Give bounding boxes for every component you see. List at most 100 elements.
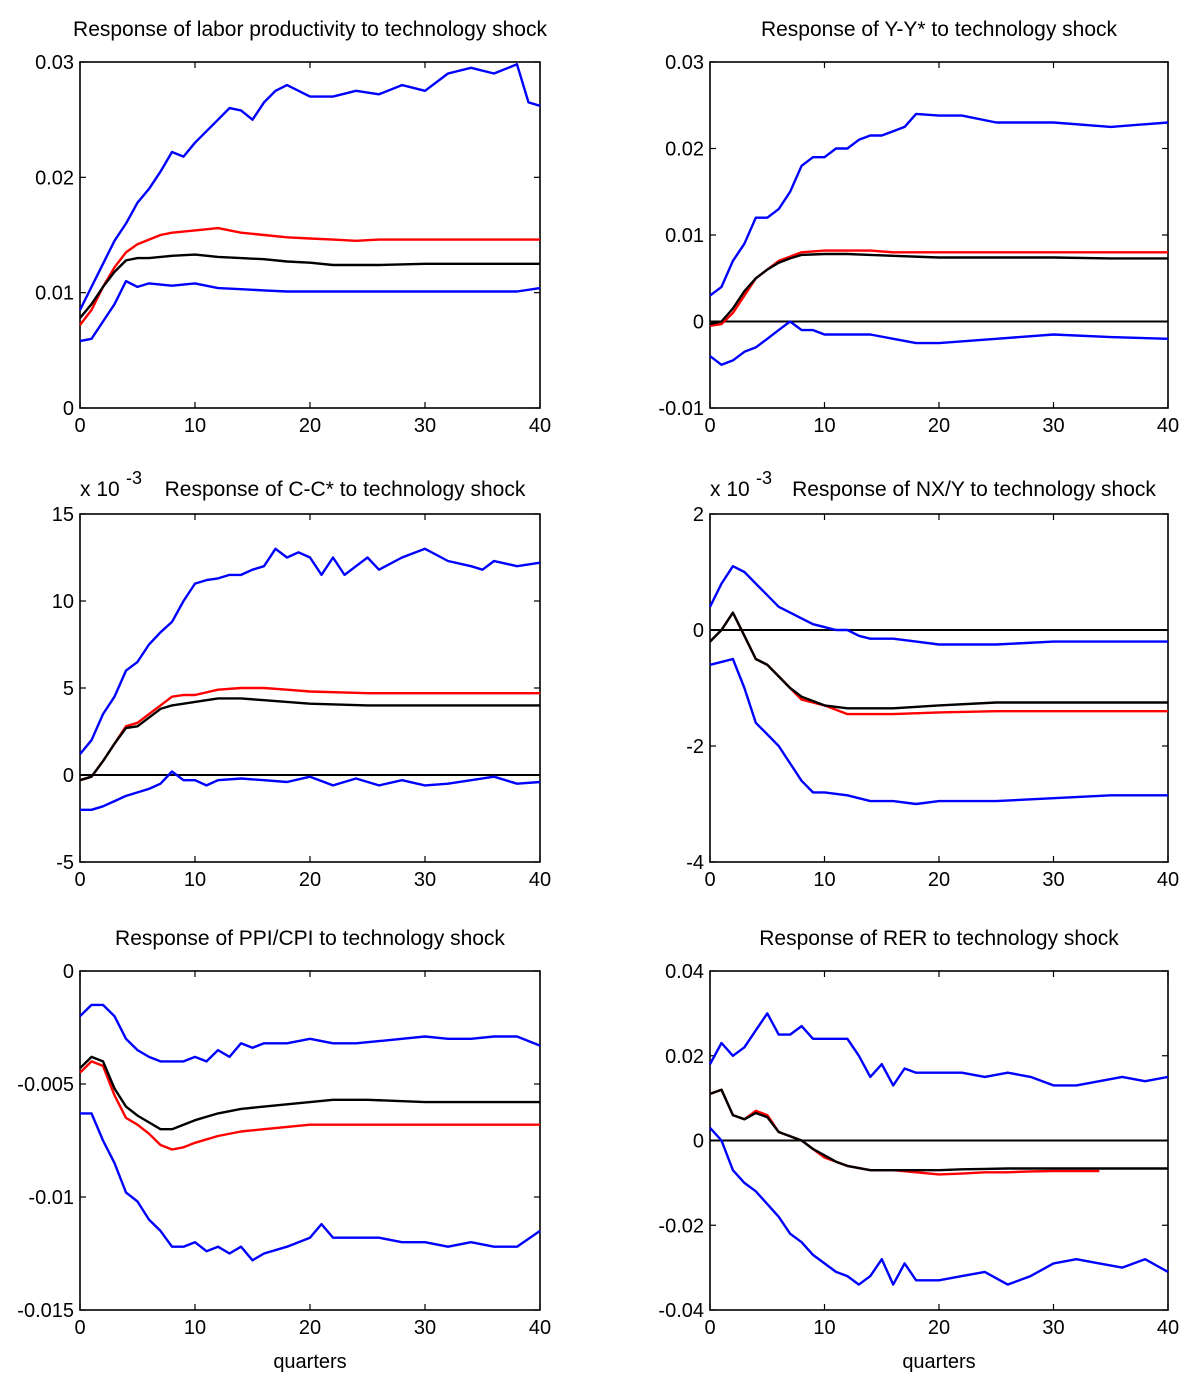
chart-title: Response of NX/Y to technology shock xyxy=(792,478,1156,501)
x-axis-label: quarters xyxy=(902,1351,975,1373)
series-line-1 xyxy=(79,1003,541,1063)
y-tick-label: 0.01 xyxy=(665,225,704,247)
y-tick-label: 0 xyxy=(693,1131,704,1153)
series-line-1 xyxy=(709,112,1169,297)
y-tick-label: 0 xyxy=(693,620,704,642)
x-tick-label: 40 xyxy=(529,869,551,891)
series-line-4 xyxy=(709,252,1168,326)
x-tick-label: 30 xyxy=(1042,1317,1064,1339)
series-line-4 xyxy=(79,253,540,319)
y-tick-label: 0.03 xyxy=(665,52,704,74)
series-line-2 xyxy=(79,279,541,343)
x-tick-label: 20 xyxy=(928,869,950,891)
plot-frame xyxy=(709,61,1169,409)
plot-frame xyxy=(79,61,541,409)
series-line-2 xyxy=(709,1126,1169,1286)
y-tick-label: 15 xyxy=(52,504,74,526)
x-tick-label: 30 xyxy=(1042,415,1064,437)
y-tick-label: -0.01 xyxy=(658,398,704,420)
plot-frame xyxy=(709,513,1169,863)
x-tick-label: 40 xyxy=(1157,415,1179,437)
y-tick-label: 0.04 xyxy=(665,961,704,983)
chart-panel-1: 0 10 20 30 40 0 0.01 0.02 0.03 Response of labor … xyxy=(35,18,551,437)
x-tick-label: 20 xyxy=(928,415,950,437)
series-line-4 xyxy=(79,697,540,782)
plot-frame xyxy=(79,970,541,1311)
x-tick-label: 0 xyxy=(74,415,85,437)
chart-panel-4: 0 10 20 30 40 -4 -2 0 2 x 10 -3 Response of NX/Y to… xyxy=(686,468,1179,891)
x-tick-label: 10 xyxy=(813,869,835,891)
y-tick-label: 0 xyxy=(693,312,704,334)
axis-exponent-power: -3 xyxy=(126,468,142,488)
series-line-3 xyxy=(79,226,540,326)
series-line-2 xyxy=(80,770,541,811)
series-line-1 xyxy=(708,565,1168,646)
series-line-4 xyxy=(709,1088,1168,1172)
x-tick-label: 10 xyxy=(184,1317,206,1339)
chart-title: Response of PPI/CPI to technology shock xyxy=(115,927,505,950)
x-tick-label: 0 xyxy=(74,869,85,891)
y-tick-label: 0.01 xyxy=(35,283,74,305)
y-tick-label: -0.04 xyxy=(658,1300,704,1322)
chart-panel-6: 0 10 20 30 40 -0.04 -0.02 0 0.02 0.04 Response of … xyxy=(658,927,1179,1373)
y-tick-label: -0.005 xyxy=(17,1074,74,1096)
x-axis-label: quarters xyxy=(273,1351,346,1373)
x-tick-label: 40 xyxy=(1157,1317,1179,1339)
x-tick-label: 10 xyxy=(184,415,206,437)
series-line-2 xyxy=(80,1112,541,1262)
x-tick-label: 30 xyxy=(414,415,436,437)
y-tick-label: 2 xyxy=(693,504,704,526)
chart-title: Response of labor productivity to techno… xyxy=(73,18,547,41)
series-line-2 xyxy=(709,320,1169,366)
y-tick-label: -0.015 xyxy=(17,1300,74,1322)
x-tick-label: 20 xyxy=(299,1317,321,1339)
y-tick-label: 0 xyxy=(63,398,74,420)
y-tick-label: 0.02 xyxy=(665,1046,704,1068)
x-tick-label: 30 xyxy=(414,1317,436,1339)
chart-panel-5: 0 10 20 30 40 -0.015 -0.01 -0.005 0 Response of P… xyxy=(17,927,551,1373)
x-tick-label: 10 xyxy=(813,1317,835,1339)
series-line-2 xyxy=(709,657,1168,806)
axis-exponent: x 10 xyxy=(710,478,750,501)
y-tick-label: -4 xyxy=(686,852,704,874)
axis-exponent-power: -3 xyxy=(756,468,772,488)
y-tick-label: -0.02 xyxy=(658,1215,704,1237)
y-tick-label: -5 xyxy=(56,852,74,874)
series-line-1 xyxy=(708,1012,1169,1087)
x-tick-label: 20 xyxy=(299,415,321,437)
x-tick-label: 0 xyxy=(704,415,715,437)
x-tick-label: 40 xyxy=(529,1317,551,1339)
x-tick-label: 40 xyxy=(1157,869,1179,891)
series-line-3 xyxy=(709,249,1168,327)
chart-title: Response of RER to technology shock xyxy=(759,927,1119,950)
x-tick-label: 10 xyxy=(184,869,206,891)
series-line-1 xyxy=(79,547,541,755)
x-tick-label: 20 xyxy=(928,1317,950,1339)
y-tick-label: 5 xyxy=(63,678,74,700)
series-line-4 xyxy=(79,1055,540,1131)
x-tick-label: 20 xyxy=(299,869,321,891)
x-tick-label: 0 xyxy=(74,1317,85,1339)
y-tick-label: -0.01 xyxy=(28,1187,74,1209)
y-tick-label: 0 xyxy=(63,961,74,983)
series-line-4 xyxy=(709,611,1168,710)
x-tick-label: 30 xyxy=(414,869,436,891)
y-tick-label: 0.03 xyxy=(35,52,74,74)
x-tick-label: 0 xyxy=(704,1317,715,1339)
series-line-3 xyxy=(79,1060,540,1151)
y-tick-label: 0.02 xyxy=(665,139,704,161)
y-tick-label: 0 xyxy=(63,765,74,787)
y-tick-label: -2 xyxy=(686,736,704,758)
x-tick-label: 10 xyxy=(813,415,835,437)
x-tick-label: 0 xyxy=(704,869,715,891)
axis-exponent: x 10 xyxy=(80,478,120,501)
series-line-1 xyxy=(78,63,541,311)
x-tick-label: 40 xyxy=(529,415,551,437)
chart-title: Response of Y-Y* to technology shock xyxy=(761,18,1118,41)
x-tick-label: 30 xyxy=(1042,869,1064,891)
y-tick-label: 10 xyxy=(52,591,74,613)
y-tick-label: 0.02 xyxy=(35,167,74,189)
